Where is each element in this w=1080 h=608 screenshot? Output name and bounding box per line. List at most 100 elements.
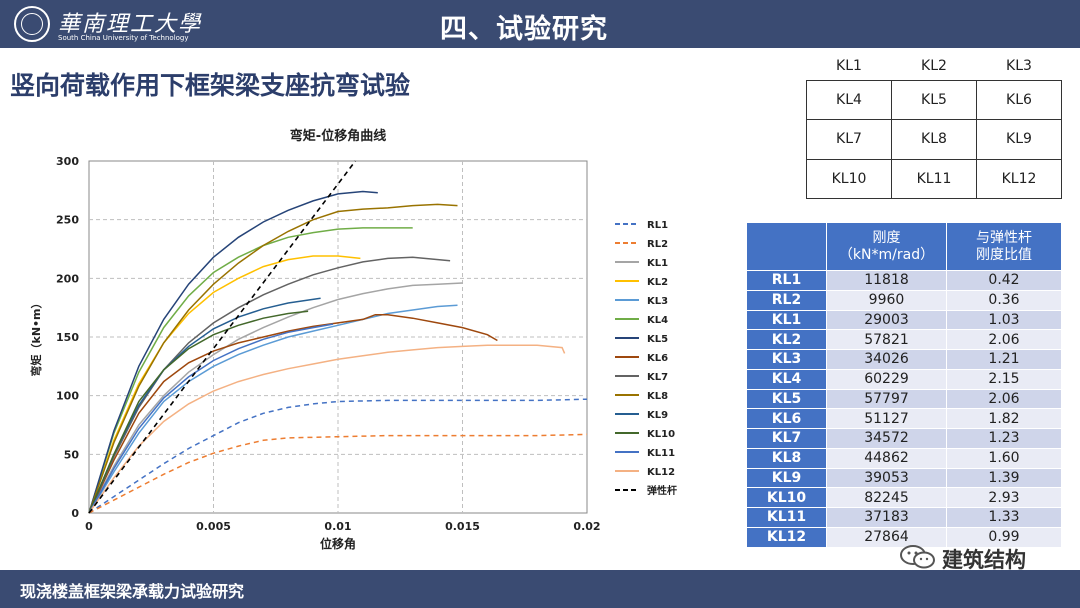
stiffness-header-cell: 刚度 （kN*m/rad） — [826, 222, 947, 271]
table-row: KL7 34572 1.23 — [746, 428, 1062, 449]
series-line-kl11 — [88, 323, 334, 514]
specimen-name: KL4 — [746, 368, 827, 390]
stiffness-header-row: 刚度 （kN*m/rad） 与弹性杆 刚度比值 — [746, 222, 1062, 271]
layout-cell: KL6 — [976, 79, 1062, 120]
legend-label: KL5 — [647, 334, 668, 345]
specimen-name: KL1 — [746, 309, 827, 331]
series-line-kl3 — [88, 304, 458, 514]
stiffness-value: 39053 — [826, 467, 947, 489]
table-row: KL11 37183 1.33 — [746, 507, 1062, 528]
stiffness-value: 37183 — [826, 507, 947, 528]
table-row: KL2 57821 2.06 — [746, 329, 1062, 350]
legend-label: KL11 — [647, 448, 675, 459]
series-line-kl2 — [88, 255, 361, 514]
series-line-弹性杆 — [88, 160, 357, 514]
layout-cell: KL1 — [836, 58, 862, 74]
stiffness-ratio: 2.06 — [946, 388, 1062, 410]
series-line-kl10 — [88, 310, 309, 514]
specimen-name: RL1 — [746, 270, 827, 291]
specimen-name: KL9 — [746, 467, 827, 489]
stiffness-value: 57821 — [826, 329, 947, 350]
series-line-rl1 — [88, 398, 588, 514]
stiffness-value: 27864 — [826, 526, 947, 548]
stiffness-ratio: 2.93 — [946, 487, 1062, 508]
x-tick-label: 0.02 — [573, 520, 600, 533]
section-title: 四、试验研究 — [440, 14, 608, 45]
layout-row: KL1 KL2 KL3 — [807, 58, 1062, 80]
series-line-kl5 — [88, 190, 378, 514]
stiffness-value: 44862 — [826, 447, 947, 469]
chart-title: 弯矩-位移角曲线 — [290, 128, 386, 144]
stiffness-ratio: 1.82 — [946, 408, 1062, 429]
layout-cell: KL5 — [891, 79, 977, 120]
moment-rotation-chart: 0 50 100 150 200 250 300 0 0.005 0.01 0.015 0.02 弯矩-… — [29, 128, 677, 551]
series-line-kl12 — [88, 344, 566, 514]
layout-cell: KL10 — [806, 158, 892, 199]
x-tick-label: 0.005 — [196, 520, 231, 533]
stiffness-ratio: 1.60 — [946, 447, 1062, 469]
specimen-name: KL6 — [746, 408, 827, 429]
series-line-kl1 — [88, 282, 463, 514]
stiffness-ratio: 0.99 — [946, 526, 1062, 548]
table-row: KL9 39053 1.39 — [746, 467, 1062, 489]
x-axis-label: 位移角 — [320, 536, 356, 551]
series-line-kl6 — [88, 313, 498, 514]
stiffness-value: 57797 — [826, 388, 947, 410]
specimen-name: KL12 — [746, 526, 827, 548]
legend-label: KL1 — [647, 258, 668, 269]
layout-row: KL10 KL11 KL12 — [806, 158, 1062, 199]
series-line-kl4 — [88, 227, 413, 514]
table-row: KL5 57797 2.06 — [746, 388, 1062, 410]
stiffness-ratio: 1.33 — [946, 507, 1062, 528]
stiffness-value: 51127 — [826, 408, 947, 429]
stiffness-value: 11818 — [826, 270, 947, 291]
footer-text: 现浇楼盖框架梁承载力试验研究 — [20, 582, 245, 601]
table-row: KL8 44862 1.60 — [746, 447, 1062, 469]
stiffness-ratio: 0.36 — [946, 289, 1062, 311]
specimen-name: KL2 — [746, 329, 827, 350]
layout-cell: KL7 — [806, 119, 892, 160]
table-row: KL4 60229 2.15 — [746, 368, 1062, 390]
x-tick-label: 0.015 — [445, 520, 480, 533]
table-row: KL1 29003 1.03 — [746, 309, 1062, 331]
specimen-name: KL10 — [746, 487, 827, 508]
legend-label: KL10 — [647, 429, 675, 440]
specimen-name: KL11 — [746, 507, 827, 528]
table-row: KL3 34026 1.21 — [746, 349, 1062, 370]
university-logo-icon — [14, 6, 50, 42]
specimen-name: KL7 — [746, 428, 827, 449]
legend-label: RL2 — [647, 239, 668, 250]
x-tick-label: 0 — [85, 520, 93, 533]
table-row: KL10 82245 2.93 — [746, 487, 1062, 508]
table-row: KL6 51127 1.82 — [746, 408, 1062, 429]
legend-label: KL3 — [647, 296, 668, 307]
stiffness-header-cell: 与弹性杆 刚度比值 — [946, 222, 1062, 271]
layout-cell: KL8 — [891, 119, 977, 160]
stiffness-value: 60229 — [826, 368, 947, 390]
stiffness-value: 34026 — [826, 349, 947, 370]
series-line-kl7 — [88, 256, 451, 514]
wechat-icon — [900, 545, 935, 569]
y-tick-label: 300 — [56, 155, 79, 168]
stiffness-ratio: 1.21 — [946, 349, 1062, 370]
legend-label: 弹性杆 — [647, 484, 677, 497]
stiffness-ratio: 1.39 — [946, 467, 1062, 489]
y-axis-label: 弯矩（kN•m） — [29, 297, 43, 376]
layout-cell: KL9 — [976, 119, 1062, 160]
legend-label: KL7 — [647, 372, 668, 383]
university-name-cn: 華南理工大學 — [58, 12, 203, 37]
legend-label: KL12 — [647, 467, 675, 478]
layout-row: KL7 KL8 KL9 — [806, 119, 1062, 160]
series-line-kl8 — [88, 203, 458, 514]
layout-cell: KL2 — [921, 58, 947, 74]
university-name-en: South China University of Technology — [58, 34, 189, 42]
table-row: KL12 27864 0.99 — [746, 526, 1062, 548]
legend-label: RL1 — [647, 220, 668, 231]
layout-cell: KL11 — [891, 158, 977, 199]
stiffness-ratio: 1.03 — [946, 309, 1062, 331]
y-tick-label: 150 — [56, 331, 79, 344]
specimen-name: RL2 — [746, 289, 827, 311]
legend-label: KL9 — [647, 410, 668, 421]
layout-cell: KL12 — [976, 158, 1062, 199]
